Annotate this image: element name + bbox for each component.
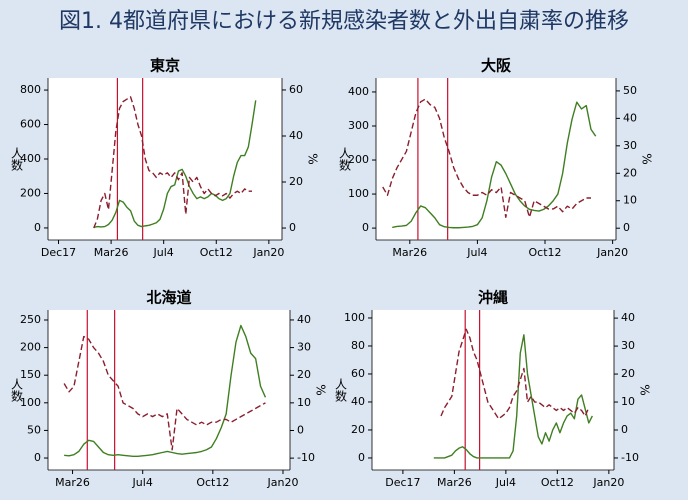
y2-tick-label: 50 [623, 84, 637, 97]
rate-line [382, 98, 591, 218]
y-tick-label: 150 [20, 368, 41, 381]
y2-tick-label: 10 [621, 395, 635, 408]
x-tick-label: Oct12 [196, 476, 229, 489]
y-tick-label: 0 [358, 451, 365, 464]
y-tick-label: 60 [351, 367, 365, 380]
x-tick-label: Dec17 [41, 246, 76, 259]
y2-tick-label: 30 [621, 339, 635, 352]
y-axis-title: 人数 [10, 147, 24, 172]
y2-axis-title: % [314, 384, 328, 395]
x-tick-label: Jul4 [153, 246, 174, 259]
y2-tick-label: 0 [623, 221, 630, 234]
y-tick-label: 400 [20, 152, 41, 165]
panel-title: 北海道 [146, 289, 191, 307]
y-tick-label: 40 [351, 395, 365, 408]
y2-tick-label: 0 [297, 423, 304, 436]
x-tick-label: Jul4 [466, 246, 487, 259]
x-tick-label: Jan20 [267, 476, 299, 489]
x-tick-label: Jan20 [596, 246, 628, 259]
y2-tick-label: 10 [297, 396, 311, 409]
y-tick-label: 600 [20, 118, 41, 131]
y2-axis-title: % [640, 153, 654, 164]
y2-tick-label: 40 [289, 129, 303, 142]
y-tick-label: 300 [348, 119, 369, 132]
y2-tick-label: 20 [289, 175, 303, 188]
x-tick-label: Mar26 [55, 476, 90, 489]
y-axis-title: 人数 [338, 147, 352, 172]
x-tick-label: Oct12 [528, 246, 561, 259]
x-tick-label: Jul4 [132, 476, 153, 489]
y-tick-label: 50 [27, 423, 41, 436]
y-tick-label: 400 [348, 85, 369, 98]
y-tick-label: 800 [20, 83, 41, 96]
x-tick-label: Mar26 [392, 246, 427, 259]
rate-line [63, 335, 266, 451]
y2-tick-label: 0 [621, 423, 628, 436]
x-tick-label: Jan20 [252, 246, 284, 259]
y-tick-label: 100 [348, 187, 369, 200]
cases-line [433, 334, 593, 459]
y2-tick-label: -10 [621, 451, 639, 464]
y-tick-label: 200 [20, 186, 41, 199]
y-axis-title: 人数 [334, 378, 348, 403]
y2-tick-label: 0 [289, 221, 296, 234]
y2-tick-label: 30 [623, 139, 637, 152]
y-tick-label: 200 [348, 153, 369, 166]
panel-title: 沖縄 [478, 289, 508, 307]
x-tick-label: Mar26 [437, 476, 472, 489]
rate-line [93, 96, 253, 229]
y2-tick-label: 40 [623, 111, 637, 124]
y-tick-label: 100 [20, 396, 41, 409]
cases-line [93, 100, 257, 229]
x-tick-label: Oct12 [541, 476, 574, 489]
y2-tick-label: 40 [621, 311, 635, 324]
y-tick-label: 0 [34, 221, 41, 234]
y-axis-title: 人数 [10, 378, 24, 403]
y-tick-label: 0 [362, 221, 369, 234]
x-tick-label: Jan20 [592, 476, 624, 489]
y-tick-label: 200 [20, 341, 41, 354]
y2-axis-title: % [638, 384, 652, 395]
x-tick-label: Oct12 [200, 246, 233, 259]
y2-tick-label: -10 [297, 451, 315, 464]
y2-tick-label: 30 [297, 341, 311, 354]
plot-area [372, 310, 614, 470]
y-tick-label: 250 [20, 313, 41, 326]
panel-title: 東京 [150, 57, 180, 75]
panel-title: 大阪 [481, 57, 512, 75]
plot-area [48, 310, 290, 470]
y-tick-label: 0 [34, 451, 41, 464]
y2-axis-title: % [306, 153, 320, 164]
x-tick-label: Mar26 [94, 246, 129, 259]
plot-area [376, 78, 616, 240]
plot-area [48, 78, 282, 240]
y-tick-label: 80 [351, 339, 365, 352]
y2-tick-label: 20 [623, 166, 637, 179]
x-tick-label: Jul4 [495, 476, 516, 489]
y2-tick-label: 10 [623, 194, 637, 207]
cases-line [64, 324, 267, 458]
y-tick-label: 100 [344, 311, 365, 324]
page-title: 図1. 4都道府県における新規感染者数と外出自粛率の推移 [59, 9, 629, 34]
y2-tick-label: 40 [297, 313, 311, 326]
y2-tick-label: 20 [297, 368, 311, 381]
y-tick-label: 20 [351, 423, 365, 436]
y2-tick-label: 60 [289, 83, 303, 96]
rate-line [440, 328, 590, 420]
cases-line [392, 101, 597, 229]
y2-tick-label: 20 [621, 367, 635, 380]
x-tick-label: Dec17 [385, 476, 420, 489]
